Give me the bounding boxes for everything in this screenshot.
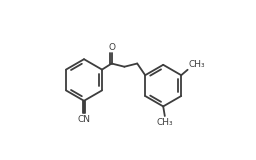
- Text: CH₃: CH₃: [188, 60, 205, 69]
- Text: O: O: [108, 43, 115, 52]
- Text: CN: CN: [78, 115, 91, 124]
- Text: CH₃: CH₃: [156, 118, 173, 127]
